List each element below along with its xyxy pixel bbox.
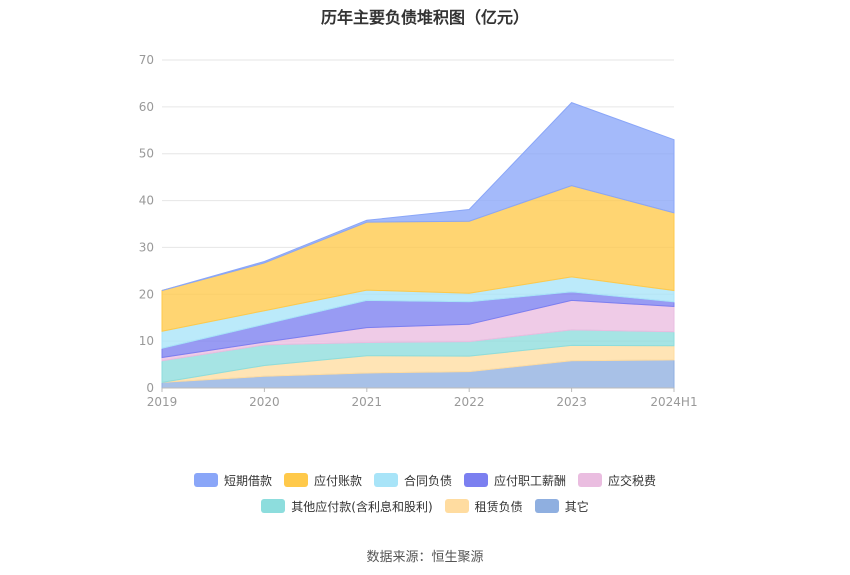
legend-item[interactable]: 应付职工薪酬 xyxy=(464,472,566,489)
legend-label: 应付账款 xyxy=(313,473,362,488)
y-tick-label: 30 xyxy=(139,240,154,254)
x-tick-label: 2020 xyxy=(249,395,280,409)
y-tick-label: 40 xyxy=(139,194,154,208)
legend-item[interactable]: 合同负债 xyxy=(373,472,452,489)
legend-swatch xyxy=(578,473,603,487)
y-tick-label: 70 xyxy=(139,53,154,67)
legend-label: 租赁负债 xyxy=(474,499,523,514)
legend: 短期借款 应付账款 合同负债 应付职工薪酬 应交税费 其他应付款(含利息和股利) 租赁负债… xyxy=(0,470,850,522)
legend-swatch xyxy=(534,499,559,513)
legend-item[interactable]: 短期借款 xyxy=(193,472,272,489)
legend-item[interactable]: 应付账款 xyxy=(283,472,362,489)
legend-swatch xyxy=(464,473,488,487)
legend-item[interactable]: 租赁负债 xyxy=(444,498,523,515)
legend-item[interactable]: 其他应付款(含利息和股利) xyxy=(261,498,433,515)
legend-swatch xyxy=(283,473,308,487)
legend-label: 其他应付款(含利息和股利) xyxy=(291,499,433,514)
legend-label: 其它 xyxy=(564,499,589,514)
legend-row: 短期借款 应付账款 合同负债 应付职工薪酬 应交税费 xyxy=(0,470,850,490)
chart-title: 历年主要负债堆积图（亿元） xyxy=(320,8,529,27)
legend-row: 其他应付款(含利息和股利) 租赁负债 其它 xyxy=(0,496,850,516)
area-series xyxy=(161,102,675,389)
legend-swatch xyxy=(444,499,469,513)
legend-label: 短期借款 xyxy=(223,473,272,488)
legend-item[interactable]: 应交税费 xyxy=(578,472,656,489)
legend-label: 应付职工薪酬 xyxy=(494,473,567,488)
legend-swatch xyxy=(373,473,398,487)
legend-swatch xyxy=(261,499,286,513)
legend-item[interactable]: 其它 xyxy=(534,498,589,515)
legend-label: 应交税费 xyxy=(608,473,657,488)
stacked-area-chart: 0 10 20 30 40 50 60 70 2019 2020 2021 2022 2023 2024H… xyxy=(139,53,698,409)
y-tick-label: 10 xyxy=(139,334,154,348)
x-tick-label: 2022 xyxy=(454,395,485,409)
axes: 0 10 20 30 40 50 60 70 2019 2020 2021 2022 2023 2024H… xyxy=(139,53,698,409)
legend-label: 合同负债 xyxy=(403,473,452,488)
x-tick-label: 2019 xyxy=(147,395,178,409)
x-tick-label: 2024H1 xyxy=(650,395,697,409)
x-tick-label: 2023 xyxy=(556,395,587,409)
y-tick-label: 0 xyxy=(146,381,154,395)
area-series-短期借款 xyxy=(161,102,675,291)
y-tick-label: 60 xyxy=(139,100,154,114)
data-source: 数据来源：恒生聚源 xyxy=(366,550,484,565)
legend-swatch xyxy=(193,473,218,487)
y-tick-label: 20 xyxy=(139,287,154,301)
y-tick-label: 50 xyxy=(139,147,154,161)
x-tick-label: 2021 xyxy=(352,395,383,409)
